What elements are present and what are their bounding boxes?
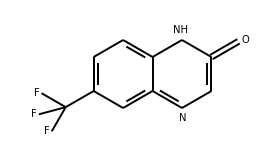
Text: O: O <box>241 35 249 45</box>
Text: N: N <box>179 113 187 123</box>
Text: F: F <box>44 126 50 136</box>
Text: F: F <box>31 109 37 119</box>
Text: F: F <box>34 88 39 98</box>
Text: NH: NH <box>173 25 189 35</box>
